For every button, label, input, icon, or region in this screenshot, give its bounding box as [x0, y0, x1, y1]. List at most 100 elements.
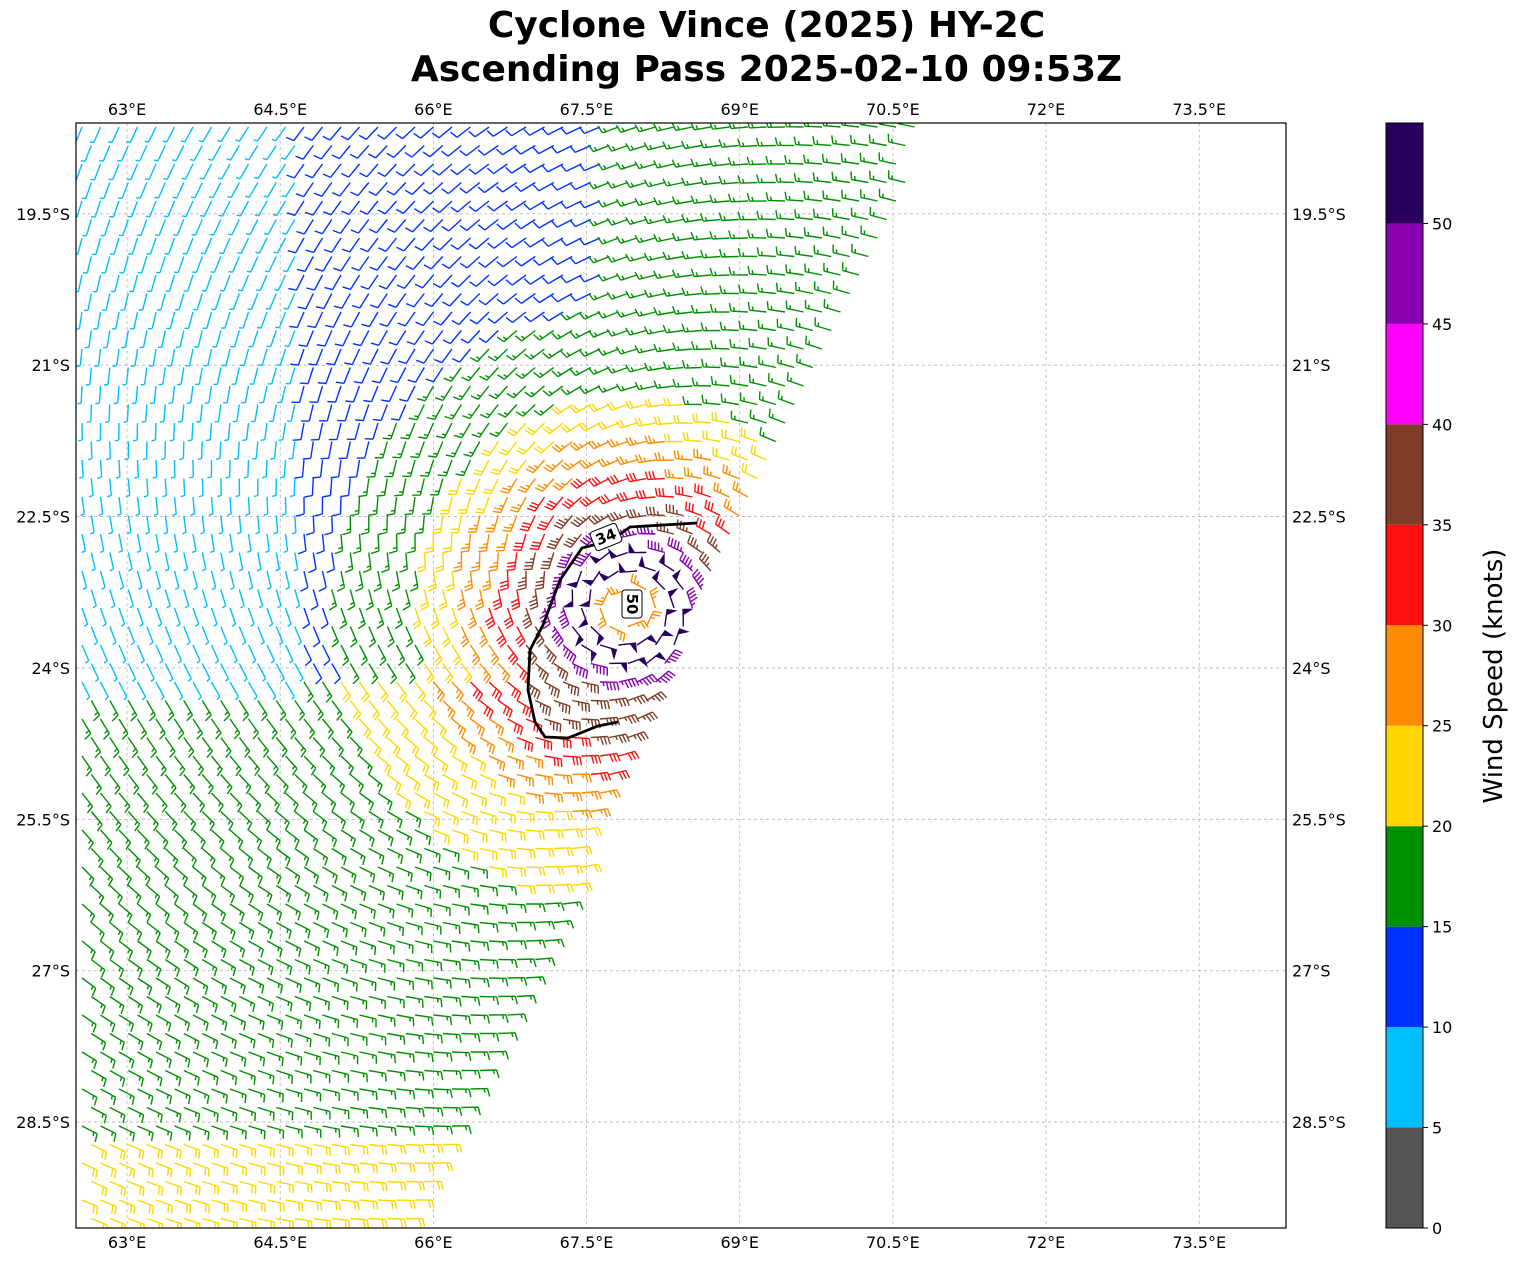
wind-barb-233: [209, 219, 222, 236]
wind-barb-917: [210, 533, 215, 554]
wind-barb-111: [431, 163, 453, 176]
wind-barb-224: [860, 189, 878, 202]
wind-barb-145: [245, 182, 259, 198]
wind-barb-424: [514, 292, 536, 304]
wind-barb-1835: [396, 1125, 416, 1136]
wind-barb-580: [335, 367, 351, 384]
wind-barb-1315: [284, 755, 298, 776]
wind-barb-362: [165, 274, 176, 292]
wind-barb-1916: [414, 1199, 435, 1209]
wind-barb-514: [625, 327, 647, 336]
wind-barb-1610: [109, 958, 125, 978]
wind-barb-1226: [349, 700, 362, 721]
wind-barb-333: [423, 256, 444, 270]
wind-barb-1144: [618, 642, 638, 654]
wind-barb-1047: [651, 569, 666, 590]
wind-barb-1817: [461, 1106, 481, 1116]
wind-barb-880: [200, 515, 205, 535]
wind-barb-1422: [118, 829, 132, 850]
wind-barb-227: [100, 219, 111, 237]
wind-barb-1858: [442, 1143, 463, 1153]
wind-barb-276: [182, 237, 194, 255]
wind-barb-303: [671, 232, 693, 242]
wind-barb-731: [215, 441, 222, 460]
wind-barb-1792: [396, 1088, 416, 1100]
wind-barb-1182: [118, 681, 128, 701]
wind-barb-681: [720, 393, 739, 406]
wind-barb-770: [225, 459, 231, 479]
wind-barb-646: [86, 404, 92, 424]
wind-barb-698: [310, 422, 324, 441]
wind-barb-1445: [544, 829, 564, 839]
wind-barb-982: [99, 570, 106, 591]
wind-barb-948: [127, 552, 133, 572]
wind-barb-403: [138, 293, 148, 311]
wind-barb-981: [81, 570, 88, 591]
wind-barb-1877: [414, 1162, 435, 1172]
wind-barb-1344: [275, 774, 289, 795]
wind-barb-560: [710, 340, 730, 350]
wind-barb-1887: [239, 1180, 257, 1195]
wind-barb-107: [359, 163, 379, 178]
wind-barb-195: [323, 200, 342, 216]
colorbar-frame: [1385, 122, 1424, 1229]
wind-barb-558: [672, 342, 693, 352]
wind-barb-214: [671, 196, 693, 205]
wind-barb-447: [166, 311, 176, 330]
wind-barb-171: [718, 175, 739, 185]
wind-barb-1277: [146, 737, 157, 759]
wind-barb-283: [305, 237, 324, 254]
wind-barb-1297: [516, 736, 534, 752]
wind-barb-825: [534, 478, 555, 492]
wind-barb-1836: [414, 1125, 435, 1136]
wind-barb-318: [155, 256, 166, 274]
wind-barb-1541: [285, 903, 301, 921]
wind-barb-358: [92, 274, 102, 293]
wind-barb-1068: [412, 607, 422, 630]
wind-barb-1581: [535, 920, 556, 930]
wind-barb-1624: [368, 958, 386, 973]
wind-barb-0: [76, 126, 83, 144]
wind-barb-1787: [303, 1088, 322, 1102]
wind-barb-572: [195, 367, 203, 386]
wind-barb-1633: [535, 957, 556, 967]
grid-lines: [76, 123, 1286, 1228]
wind-barb-304: [690, 231, 712, 241]
wind-barb-216: [709, 194, 730, 204]
wind-barb-1659: [90, 995, 106, 1015]
wind-barb-180: [888, 170, 906, 184]
wind-barb-733: [252, 441, 259, 460]
wind-barb-246: [441, 218, 462, 232]
wind-barb-1553: [507, 903, 527, 914]
wind-barb-483: [823, 298, 841, 313]
wind-barb-1713: [201, 1032, 219, 1050]
wind-barb-1488: [322, 866, 338, 884]
wind-barb-298: [578, 237, 601, 246]
wind-barb-1607: [525, 939, 546, 949]
wind-barb-1170: [497, 663, 511, 684]
wind-barb-385: [578, 274, 601, 283]
wind-barb-802: [125, 478, 131, 498]
wind-barb-1697: [340, 1014, 359, 1028]
wind-barb-578: [299, 367, 314, 385]
wind-barb-1245: [118, 718, 129, 740]
wind-barb-505: [460, 330, 481, 344]
wind-barb-1494: [433, 866, 451, 881]
wind-barb-686: [96, 423, 102, 442]
wind-barb-461: [415, 311, 435, 327]
wind-barb-1911: [322, 1199, 341, 1211]
wind-barb-1776: [100, 1088, 117, 1106]
wind-barb-544: [415, 348, 435, 364]
wind-barb-35: [709, 123, 730, 130]
wind-barb-1562: [183, 921, 199, 941]
wind-barb-1574: [405, 921, 423, 936]
wind-barb-889: [360, 515, 370, 536]
wind-barb-1427: [211, 829, 225, 850]
wind-barb-722: [749, 409, 767, 424]
wind-barb-1874: [359, 1162, 379, 1174]
wind-barb-1759: [202, 1069, 219, 1086]
wind-barb-1590: [211, 940, 227, 959]
wind-barb-595: [606, 365, 629, 374]
wind-barb-983: [118, 570, 125, 591]
